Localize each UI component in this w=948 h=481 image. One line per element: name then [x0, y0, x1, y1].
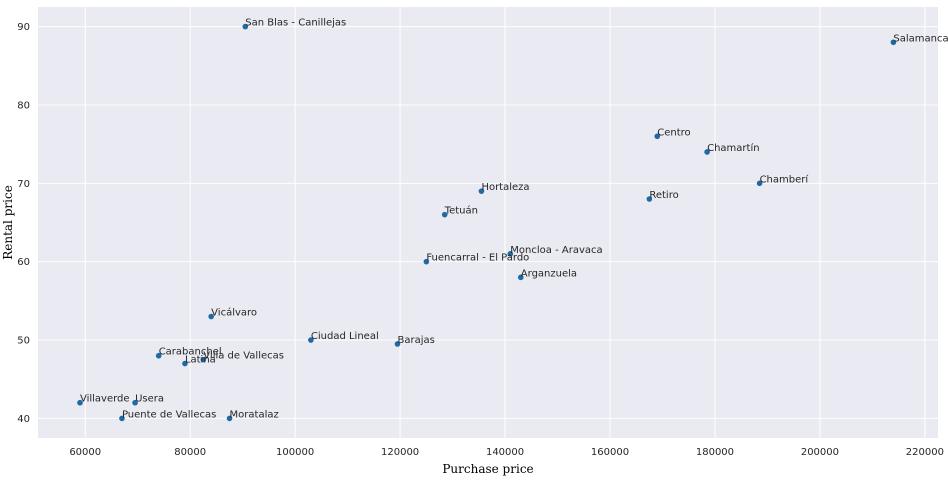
data-point-label: Latina	[185, 355, 216, 366]
data-point	[517, 274, 524, 281]
grid-lines	[38, 7, 938, 438]
data-point	[423, 258, 430, 265]
data-point-label: Salamanca	[893, 33, 948, 44]
data-point-label: Arganzuela	[521, 268, 577, 279]
data-point	[756, 180, 763, 187]
x-tick-label: 200000	[801, 447, 839, 458]
plot-area	[38, 7, 938, 438]
data-point-label: Chamberí	[760, 173, 810, 185]
data-point	[132, 399, 138, 406]
x-tick-label: 160000	[591, 447, 629, 458]
data-point-label: Villaverde	[80, 394, 130, 405]
data-point	[119, 415, 125, 422]
y-tick-label: 70	[17, 179, 30, 190]
x-tick-label: 120000	[381, 447, 419, 458]
y-axis-ticks: 40 50 60 70 80 90	[17, 22, 30, 425]
data-point	[242, 23, 249, 30]
data-point	[208, 313, 214, 320]
data-point-label: San Blas - Canillejas	[245, 18, 346, 29]
data-point	[394, 341, 401, 347]
data-points	[77, 23, 897, 422]
data-point-label: Usera	[135, 394, 164, 405]
x-tick-label: 220000	[906, 447, 944, 458]
data-point-label: Barajas	[397, 335, 434, 346]
data-point	[507, 251, 514, 257]
data-point-label: Hortaleza	[481, 182, 529, 193]
data-point	[308, 337, 314, 343]
data-point	[182, 360, 188, 367]
data-point-label: Vicálvaro	[211, 307, 257, 319]
data-point	[200, 356, 207, 363]
data-point	[155, 352, 162, 359]
data-point-label: Tetuán	[444, 205, 478, 217]
data-point	[646, 196, 653, 202]
data-point-label: Centro	[657, 127, 690, 138]
data-point	[478, 188, 485, 194]
data-point	[226, 415, 233, 422]
point-labels: San Blas - Canillejas Salamanca Centro Cham…	[80, 18, 948, 421]
x-tick-label: 60000	[69, 447, 101, 458]
y-tick-label: 80	[17, 100, 30, 111]
y-axis-title: Rental price	[1, 185, 15, 260]
data-point	[704, 149, 710, 155]
data-point	[77, 399, 83, 406]
data-point	[654, 133, 661, 140]
data-point	[441, 211, 448, 218]
data-point-label: Carabanchel	[159, 347, 222, 358]
data-point-label: Moratalaz	[230, 409, 279, 420]
data-point-label: Ciudad Lineal	[311, 331, 379, 342]
x-tick-label: 140000	[486, 447, 524, 458]
data-point-label: Retiro	[649, 190, 678, 201]
x-tick-label: 180000	[696, 447, 734, 458]
x-axis-ticks: 60000 80000 100000 120000 140000 160000 180000…	[69, 447, 944, 458]
y-tick-label: 60	[17, 257, 30, 268]
data-point	[890, 39, 897, 46]
x-tick-label: 80000	[174, 447, 206, 458]
x-axis-title: Purchase price	[442, 462, 533, 476]
x-tick-label: 100000	[276, 447, 314, 458]
data-point-label: Chamartín	[707, 142, 759, 154]
data-point-label: Moncloa - Aravaca	[510, 245, 602, 256]
data-point-label: Fuencarral - El Pardo	[426, 253, 529, 264]
y-tick-label: 90	[17, 22, 30, 33]
data-point-label: Villa de Vallecas	[203, 351, 284, 362]
y-tick-label: 40	[17, 414, 30, 425]
data-point-label: Puente de Vallecas	[122, 409, 216, 420]
y-tick-label: 50	[17, 336, 30, 347]
